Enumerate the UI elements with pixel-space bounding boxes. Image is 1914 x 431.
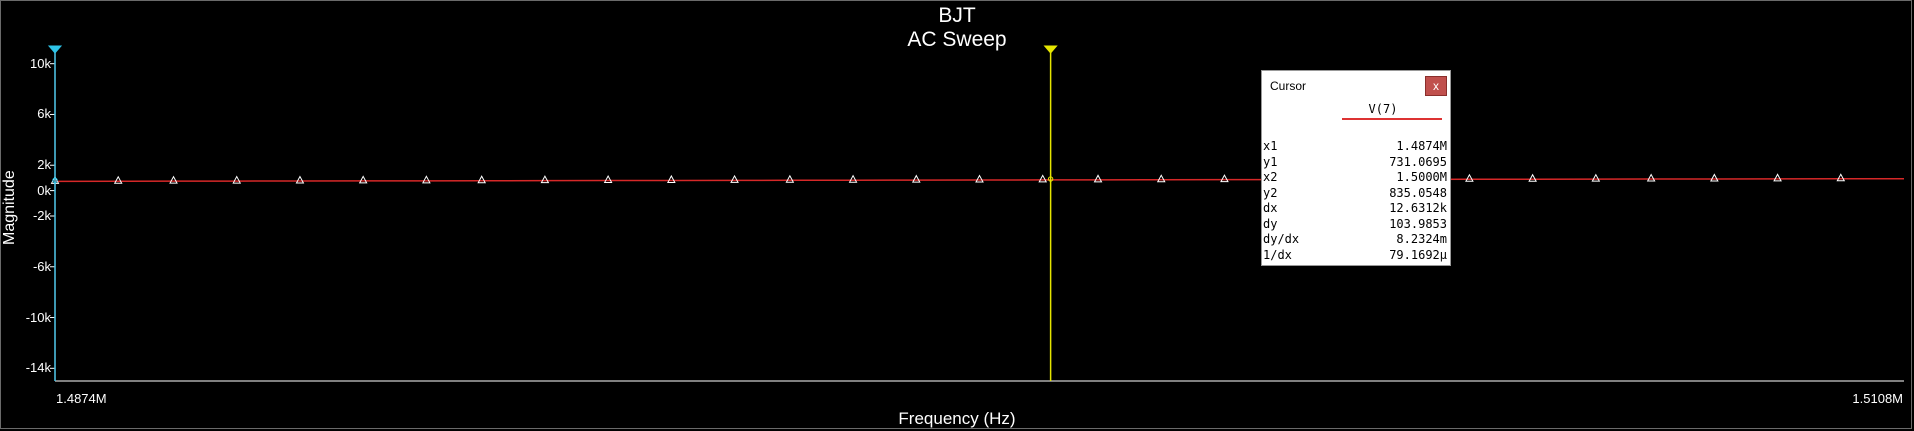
cursor-trace-label: V(7) [1368, 102, 1398, 116]
y-tick-label: 10k [30, 55, 51, 71]
cursor-panel-title: Cursor [1270, 79, 1307, 93]
readout-value: 8.2324m [1396, 232, 1447, 246]
data-point-marker [422, 175, 431, 184]
data-point-marker [975, 174, 984, 183]
data-point-marker [113, 175, 123, 184]
data-point-marker [603, 174, 613, 184]
readout-label: x2 [1263, 170, 1278, 184]
readout-value: 12.6312k [1389, 201, 1447, 215]
data-point-marker [848, 174, 858, 183]
data-point-marker [911, 174, 921, 183]
y-tick-label: 0k [37, 182, 51, 198]
chart-title: BJT [938, 4, 976, 27]
data-point-marker [169, 175, 178, 184]
data-point-marker [477, 175, 487, 184]
readout-value: 835.0548 [1389, 185, 1447, 200]
readout-value: 79.1692µ [1389, 247, 1447, 262]
x-tick-label: 1.4874M [56, 391, 107, 406]
cursor1-marker [52, 177, 58, 184]
data-point-marker [232, 175, 242, 184]
y-tick-label: -2k [32, 208, 51, 223]
cursor-readout-row: x1 1.4874M [1263, 139, 1447, 155]
cursor-readout-row: dy/dx 8.2324m [1263, 232, 1447, 248]
readout-label: 1/dx [1263, 247, 1292, 262]
data-point-marker [1646, 173, 1656, 182]
readout-label: dx [1263, 201, 1278, 215]
cursor-readout-row: 1/dx 79.1692µ [1263, 248, 1447, 264]
x-axis-label: Frequency (Hz) [898, 409, 1016, 428]
close-button[interactable]: x [1425, 76, 1447, 96]
cursor-readout-row: dx 12.6312k [1263, 201, 1447, 217]
data-point-marker [730, 174, 739, 183]
y-tick-label: -14k [25, 360, 51, 376]
readout-value: 1.5000M [1396, 170, 1447, 184]
cursor-readout-row: x2 1.5000M [1263, 170, 1447, 186]
data-point-marker [540, 175, 550, 184]
data-point-marker [1093, 174, 1103, 183]
data-point-marker [1038, 174, 1048, 183]
data-point-marker [1710, 173, 1719, 182]
cursor2-handle [1043, 45, 1058, 54]
cursor-readout-row: y2 835.0548 [1263, 186, 1447, 202]
readout-value: 731.0695 [1389, 154, 1447, 169]
data-point-marker [785, 174, 795, 183]
data-point-marker [1773, 173, 1782, 182]
readout-value: 1.4874M [1396, 139, 1447, 153]
y-tick-label: -6k [32, 258, 51, 274]
chart-subtitle: AC Sweep [907, 28, 1007, 51]
readout-label: y2 [1263, 185, 1278, 200]
cursor2-marker [1047, 176, 1054, 182]
data-point-marker [1528, 173, 1537, 182]
data-point-marker [1465, 173, 1474, 182]
cursor-readout-table: x1 1.4874M y1 731.0695 x2 1.5000M y2 835.0548 dx… [1263, 139, 1447, 263]
cursor-readout-row: y1 731.0695 [1263, 155, 1447, 171]
cursor-panel[interactable]: Cursor x V(7) x1 1.4874M y1 731.0695 x2 1.500… [1261, 70, 1451, 266]
y-tick-label: 2k [37, 157, 51, 173]
data-point-marker [1836, 173, 1846, 182]
readout-label: x1 [1263, 139, 1278, 153]
x-tick-label: 1.5108M [1852, 391, 1903, 406]
readout-label: dy [1263, 216, 1278, 231]
data-point-marker [1591, 173, 1601, 182]
series-line [54, 178, 1904, 183]
data-point-marker [295, 175, 305, 184]
y-tick-label: 6k [37, 106, 51, 122]
readout-label: y1 [1263, 154, 1278, 169]
readout-label: dy/dx [1263, 232, 1300, 246]
data-point-marker [666, 174, 676, 183]
data-point-marker [1156, 174, 1166, 183]
y-axis-label: Magnitude [1, 170, 18, 245]
cursor1-handle [47, 45, 63, 54]
trace-color-swatch [1342, 118, 1442, 120]
data-point-marker [358, 175, 368, 184]
readout-value: 103.9853 [1389, 216, 1447, 231]
data-point-marker [1220, 174, 1229, 183]
cursor-readout-row: dy 103.9853 [1263, 217, 1447, 233]
y-tick-label: -10k [25, 309, 51, 325]
